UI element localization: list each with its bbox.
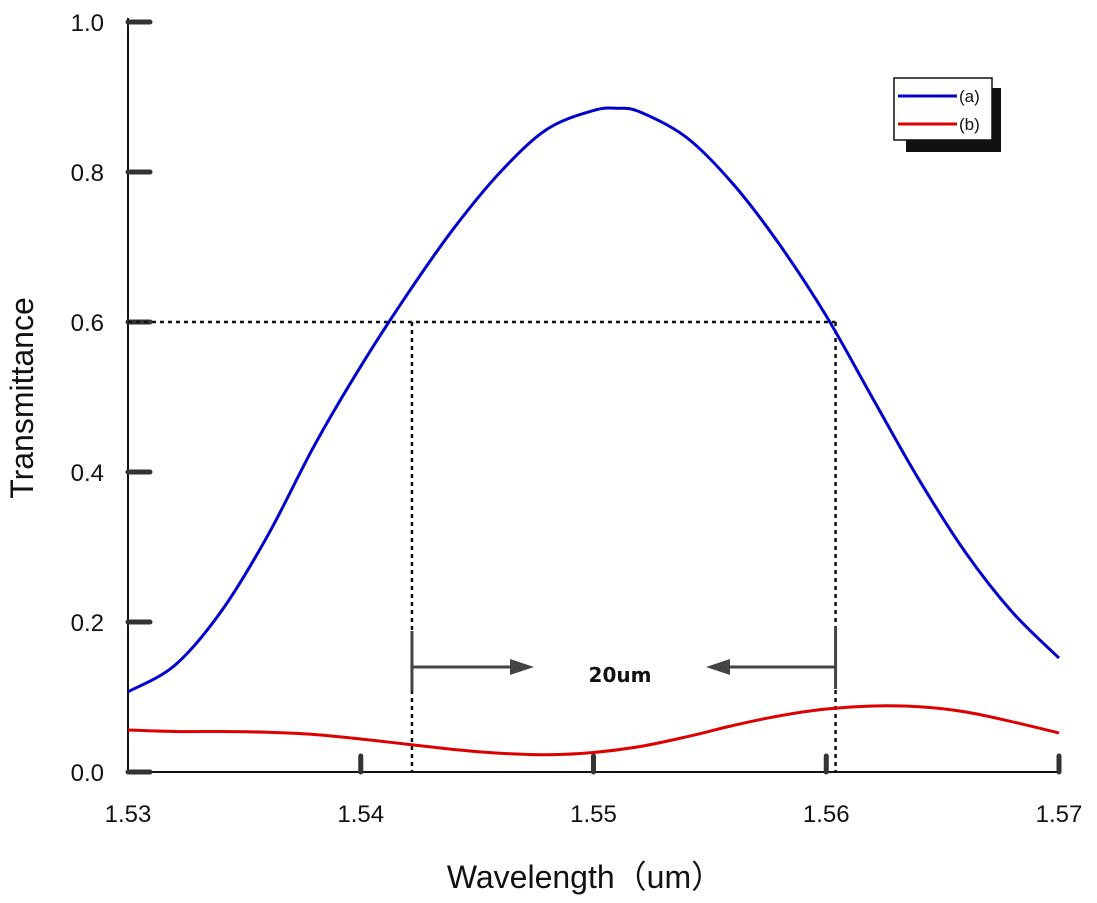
y-tick-label: 0.6 — [71, 310, 104, 337]
legend: (a) (b) — [893, 77, 1001, 152]
y-tick-label: 0.0 — [71, 760, 104, 787]
width-annotation-label: 20um — [589, 663, 652, 687]
y-tick-label: 0.4 — [71, 460, 104, 487]
x-tick-label: 1.57 — [1036, 801, 1083, 828]
legend-box — [893, 77, 993, 141]
y-tick-label: 0.8 — [71, 160, 104, 187]
right-arrow-head — [706, 659, 730, 675]
series-line-b — [127, 704, 1060, 757]
series-layer — [127, 106, 1061, 757]
y-tick-label: 0.2 — [71, 610, 104, 637]
left-arrow-head — [510, 659, 534, 675]
series-line-a — [127, 106, 1061, 694]
annotation-guides: 20um — [128, 320, 838, 772]
x-tick-label: 1.53 — [105, 801, 152, 828]
y-axis-title: Transmittance — [4, 297, 40, 499]
x-axis-title: Wavelength（um） — [447, 859, 723, 895]
axes: 0.0 0.2 0.4 0.6 0.8 1.0 1.53 1.54 1.55 1.56 1.57 — [71, 10, 1083, 828]
x-tick-label: 1.55 — [570, 801, 617, 828]
legend-label-b: (b) — [959, 115, 980, 134]
x-tick-label: 1.56 — [803, 801, 850, 828]
legend-label-a: (a) — [959, 87, 980, 106]
x-tick-label: 1.54 — [337, 801, 384, 828]
y-tick-label: 1.0 — [71, 10, 104, 37]
